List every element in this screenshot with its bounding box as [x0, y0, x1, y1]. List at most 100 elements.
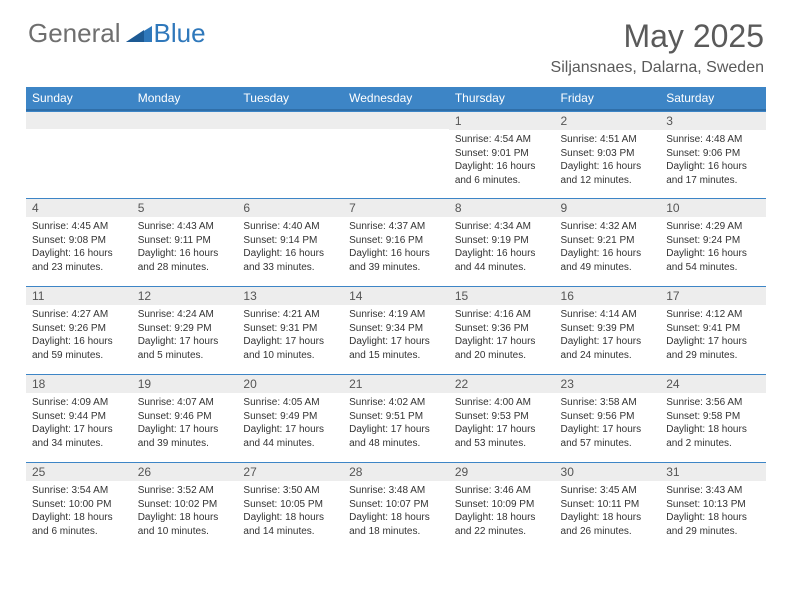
weekday-header: Thursday: [449, 87, 555, 110]
calendar-cell: 30Sunrise: 3:45 AMSunset: 10:11 PMDaylig…: [555, 462, 661, 550]
day-details: Sunrise: 4:27 AMSunset: 9:26 PMDaylight:…: [26, 305, 132, 368]
calendar-row: 1Sunrise: 4:54 AMSunset: 9:01 PMDaylight…: [26, 110, 766, 198]
calendar-body: 1Sunrise: 4:54 AMSunset: 9:01 PMDaylight…: [26, 110, 766, 550]
day-number: 2: [555, 111, 661, 130]
calendar-cell: [26, 110, 132, 198]
calendar-cell: 16Sunrise: 4:14 AMSunset: 9:39 PMDayligh…: [555, 286, 661, 374]
calendar-cell: 2Sunrise: 4:51 AMSunset: 9:03 PMDaylight…: [555, 110, 661, 198]
day-number: 10: [660, 198, 766, 217]
day-number: 3: [660, 111, 766, 130]
day-number: 14: [343, 286, 449, 305]
day-number: 26: [132, 462, 238, 481]
calendar-cell: 14Sunrise: 4:19 AMSunset: 9:34 PMDayligh…: [343, 286, 449, 374]
calendar-cell: 25Sunrise: 3:54 AMSunset: 10:00 PMDaylig…: [26, 462, 132, 550]
day-number: 31: [660, 462, 766, 481]
day-details: Sunrise: 3:56 AMSunset: 9:58 PMDaylight:…: [660, 393, 766, 456]
calendar-cell: 12Sunrise: 4:24 AMSunset: 9:29 PMDayligh…: [132, 286, 238, 374]
day-details: Sunrise: 4:00 AMSunset: 9:53 PMDaylight:…: [449, 393, 555, 456]
day-number: 18: [26, 374, 132, 393]
day-details: Sunrise: 3:52 AMSunset: 10:02 PMDaylight…: [132, 481, 238, 544]
day-number: 20: [237, 374, 343, 393]
weekday-header: Monday: [132, 87, 238, 110]
day-number: 12: [132, 286, 238, 305]
empty-day: [237, 111, 343, 129]
calendar-cell: 26Sunrise: 3:52 AMSunset: 10:02 PMDaylig…: [132, 462, 238, 550]
weekday-header: Saturday: [660, 87, 766, 110]
day-number: 23: [555, 374, 661, 393]
title-block: May 2025 Siljansnaes, Dalarna, Sweden: [551, 18, 764, 77]
day-number: 30: [555, 462, 661, 481]
day-number: 16: [555, 286, 661, 305]
calendar-cell: 3Sunrise: 4:48 AMSunset: 9:06 PMDaylight…: [660, 110, 766, 198]
day-details: Sunrise: 3:54 AMSunset: 10:00 PMDaylight…: [26, 481, 132, 544]
day-details: Sunrise: 4:19 AMSunset: 9:34 PMDaylight:…: [343, 305, 449, 368]
calendar-cell: 8Sunrise: 4:34 AMSunset: 9:19 PMDaylight…: [449, 198, 555, 286]
day-details: Sunrise: 4:37 AMSunset: 9:16 PMDaylight:…: [343, 217, 449, 280]
day-number: 7: [343, 198, 449, 217]
calendar-cell: 31Sunrise: 3:43 AMSunset: 10:13 PMDaylig…: [660, 462, 766, 550]
calendar-cell: 11Sunrise: 4:27 AMSunset: 9:26 PMDayligh…: [26, 286, 132, 374]
weekday-header: Sunday: [26, 87, 132, 110]
day-details: Sunrise: 3:58 AMSunset: 9:56 PMDaylight:…: [555, 393, 661, 456]
calendar-cell: [132, 110, 238, 198]
calendar-header-row: SundayMondayTuesdayWednesdayThursdayFrid…: [26, 87, 766, 110]
empty-day: [132, 111, 238, 129]
calendar-cell: 7Sunrise: 4:37 AMSunset: 9:16 PMDaylight…: [343, 198, 449, 286]
empty-day: [26, 111, 132, 129]
day-number: 24: [660, 374, 766, 393]
logo-text-blue: Blue: [154, 18, 206, 49]
day-details: Sunrise: 3:45 AMSunset: 10:11 PMDaylight…: [555, 481, 661, 544]
calendar-cell: 28Sunrise: 3:48 AMSunset: 10:07 PMDaylig…: [343, 462, 449, 550]
day-details: Sunrise: 4:54 AMSunset: 9:01 PMDaylight:…: [449, 130, 555, 193]
day-details: Sunrise: 4:48 AMSunset: 9:06 PMDaylight:…: [660, 130, 766, 193]
calendar-row: 4Sunrise: 4:45 AMSunset: 9:08 PMDaylight…: [26, 198, 766, 286]
day-number: 5: [132, 198, 238, 217]
day-details: Sunrise: 3:43 AMSunset: 10:13 PMDaylight…: [660, 481, 766, 544]
day-number: 21: [343, 374, 449, 393]
day-number: 25: [26, 462, 132, 481]
day-details: Sunrise: 4:02 AMSunset: 9:51 PMDaylight:…: [343, 393, 449, 456]
day-number: 1: [449, 111, 555, 130]
location: Siljansnaes, Dalarna, Sweden: [551, 59, 764, 77]
day-number: 15: [449, 286, 555, 305]
day-number: 8: [449, 198, 555, 217]
calendar-cell: 19Sunrise: 4:07 AMSunset: 9:46 PMDayligh…: [132, 374, 238, 462]
weekday-header: Friday: [555, 87, 661, 110]
calendar-cell: 20Sunrise: 4:05 AMSunset: 9:49 PMDayligh…: [237, 374, 343, 462]
day-details: Sunrise: 4:05 AMSunset: 9:49 PMDaylight:…: [237, 393, 343, 456]
month-title: May 2025: [551, 18, 764, 55]
weekday-header: Wednesday: [343, 87, 449, 110]
empty-day: [343, 111, 449, 129]
calendar-cell: 10Sunrise: 4:29 AMSunset: 9:24 PMDayligh…: [660, 198, 766, 286]
calendar-cell: 22Sunrise: 4:00 AMSunset: 9:53 PMDayligh…: [449, 374, 555, 462]
day-details: Sunrise: 4:34 AMSunset: 9:19 PMDaylight:…: [449, 217, 555, 280]
day-number: 19: [132, 374, 238, 393]
calendar-cell: 9Sunrise: 4:32 AMSunset: 9:21 PMDaylight…: [555, 198, 661, 286]
day-details: Sunrise: 3:46 AMSunset: 10:09 PMDaylight…: [449, 481, 555, 544]
calendar-cell: 4Sunrise: 4:45 AMSunset: 9:08 PMDaylight…: [26, 198, 132, 286]
calendar-cell: 23Sunrise: 3:58 AMSunset: 9:56 PMDayligh…: [555, 374, 661, 462]
header: General Blue May 2025 Siljansnaes, Dalar…: [0, 0, 792, 81]
weekday-header: Tuesday: [237, 87, 343, 110]
calendar-cell: 1Sunrise: 4:54 AMSunset: 9:01 PMDaylight…: [449, 110, 555, 198]
calendar-cell: [237, 110, 343, 198]
day-number: 6: [237, 198, 343, 217]
day-details: Sunrise: 3:48 AMSunset: 10:07 PMDaylight…: [343, 481, 449, 544]
day-details: Sunrise: 4:07 AMSunset: 9:46 PMDaylight:…: [132, 393, 238, 456]
calendar-cell: 21Sunrise: 4:02 AMSunset: 9:51 PMDayligh…: [343, 374, 449, 462]
day-number: 27: [237, 462, 343, 481]
day-details: Sunrise: 4:32 AMSunset: 9:21 PMDaylight:…: [555, 217, 661, 280]
calendar-cell: 29Sunrise: 3:46 AMSunset: 10:09 PMDaylig…: [449, 462, 555, 550]
day-number: 13: [237, 286, 343, 305]
calendar-cell: 27Sunrise: 3:50 AMSunset: 10:05 PMDaylig…: [237, 462, 343, 550]
calendar-cell: 24Sunrise: 3:56 AMSunset: 9:58 PMDayligh…: [660, 374, 766, 462]
day-number: 9: [555, 198, 661, 217]
day-details: Sunrise: 4:16 AMSunset: 9:36 PMDaylight:…: [449, 305, 555, 368]
day-details: Sunrise: 4:12 AMSunset: 9:41 PMDaylight:…: [660, 305, 766, 368]
logo-triangle-icon: [126, 22, 152, 45]
calendar-cell: 15Sunrise: 4:16 AMSunset: 9:36 PMDayligh…: [449, 286, 555, 374]
day-details: Sunrise: 4:29 AMSunset: 9:24 PMDaylight:…: [660, 217, 766, 280]
day-number: 22: [449, 374, 555, 393]
calendar-row: 25Sunrise: 3:54 AMSunset: 10:00 PMDaylig…: [26, 462, 766, 550]
day-details: Sunrise: 4:43 AMSunset: 9:11 PMDaylight:…: [132, 217, 238, 280]
